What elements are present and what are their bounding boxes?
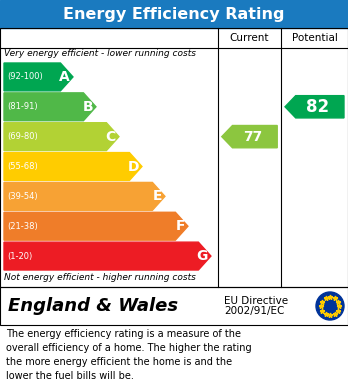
Text: The energy efficiency rating is a measure of the
overall efficiency of a home. T: The energy efficiency rating is a measur… xyxy=(6,329,252,381)
Text: EU Directive: EU Directive xyxy=(224,296,288,306)
Polygon shape xyxy=(285,96,344,118)
Polygon shape xyxy=(4,152,142,180)
Text: C: C xyxy=(106,130,116,143)
Bar xyxy=(0,28,348,287)
Text: 77: 77 xyxy=(243,130,262,143)
Bar xyxy=(0,0,348,28)
Text: 82: 82 xyxy=(306,98,329,116)
Text: (69-80): (69-80) xyxy=(7,132,38,141)
Text: Current: Current xyxy=(230,33,269,43)
Bar xyxy=(0,287,348,325)
Polygon shape xyxy=(4,212,188,240)
Text: (1-20): (1-20) xyxy=(7,251,32,260)
Polygon shape xyxy=(4,183,165,210)
Text: B: B xyxy=(82,100,93,114)
Bar xyxy=(0,287,348,325)
Text: (81-91): (81-91) xyxy=(7,102,38,111)
Text: Very energy efficient - lower running costs: Very energy efficient - lower running co… xyxy=(4,49,196,58)
Text: (39-54): (39-54) xyxy=(7,192,38,201)
Text: Not energy efficient - higher running costs: Not energy efficient - higher running co… xyxy=(4,273,196,282)
Polygon shape xyxy=(4,63,73,91)
Text: F: F xyxy=(175,219,185,233)
Text: G: G xyxy=(197,249,208,263)
Text: (55-68): (55-68) xyxy=(7,162,38,171)
Polygon shape xyxy=(4,242,211,270)
Polygon shape xyxy=(222,126,277,148)
Text: (92-100): (92-100) xyxy=(7,72,43,81)
Circle shape xyxy=(316,292,344,320)
Text: (21-38): (21-38) xyxy=(7,222,38,231)
Polygon shape xyxy=(4,93,96,121)
Text: England & Wales: England & Wales xyxy=(8,297,178,315)
Text: E: E xyxy=(152,189,162,203)
Text: 2002/91/EC: 2002/91/EC xyxy=(224,306,284,316)
Text: D: D xyxy=(127,160,139,174)
Text: A: A xyxy=(59,70,70,84)
Text: Potential: Potential xyxy=(292,33,338,43)
Polygon shape xyxy=(4,123,119,151)
Text: Energy Efficiency Rating: Energy Efficiency Rating xyxy=(63,7,285,22)
